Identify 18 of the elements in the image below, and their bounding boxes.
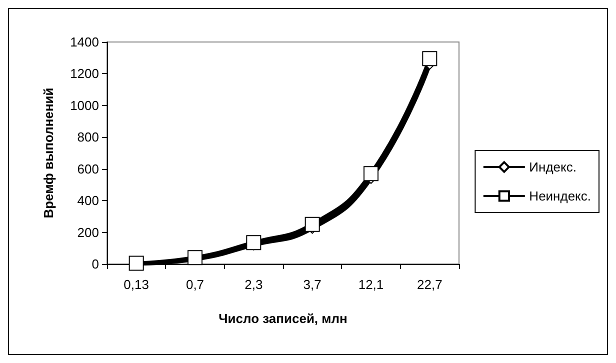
y-tick-label: 400 (77, 193, 99, 208)
y-axis-title: Времф выполнений (41, 88, 56, 218)
y-tick-label: 0 (92, 256, 99, 272)
x-tick-label: 0,7 (186, 277, 204, 292)
y-tick-label: 600 (77, 161, 99, 176)
y-tick-label: 200 (77, 224, 99, 240)
x-tick-label: 3,7 (303, 277, 322, 292)
x-axis-title: Число записей, млн (218, 311, 348, 326)
x-tick-label: 12,1 (358, 277, 384, 292)
y-tick-label: 1400 (70, 34, 99, 50)
legend-label: Неиндекс. (529, 188, 592, 204)
legend-label: Индекс. (529, 160, 576, 174)
y-tick-label: 1000 (70, 98, 99, 113)
x-tick-label: 0,13 (124, 277, 149, 292)
y-tick-label: 800 (77, 130, 99, 145)
x-tick-label: 22,7 (417, 277, 442, 292)
x-tick-label: 2,3 (244, 277, 263, 292)
y-tick-label: 1200 (70, 66, 99, 82)
